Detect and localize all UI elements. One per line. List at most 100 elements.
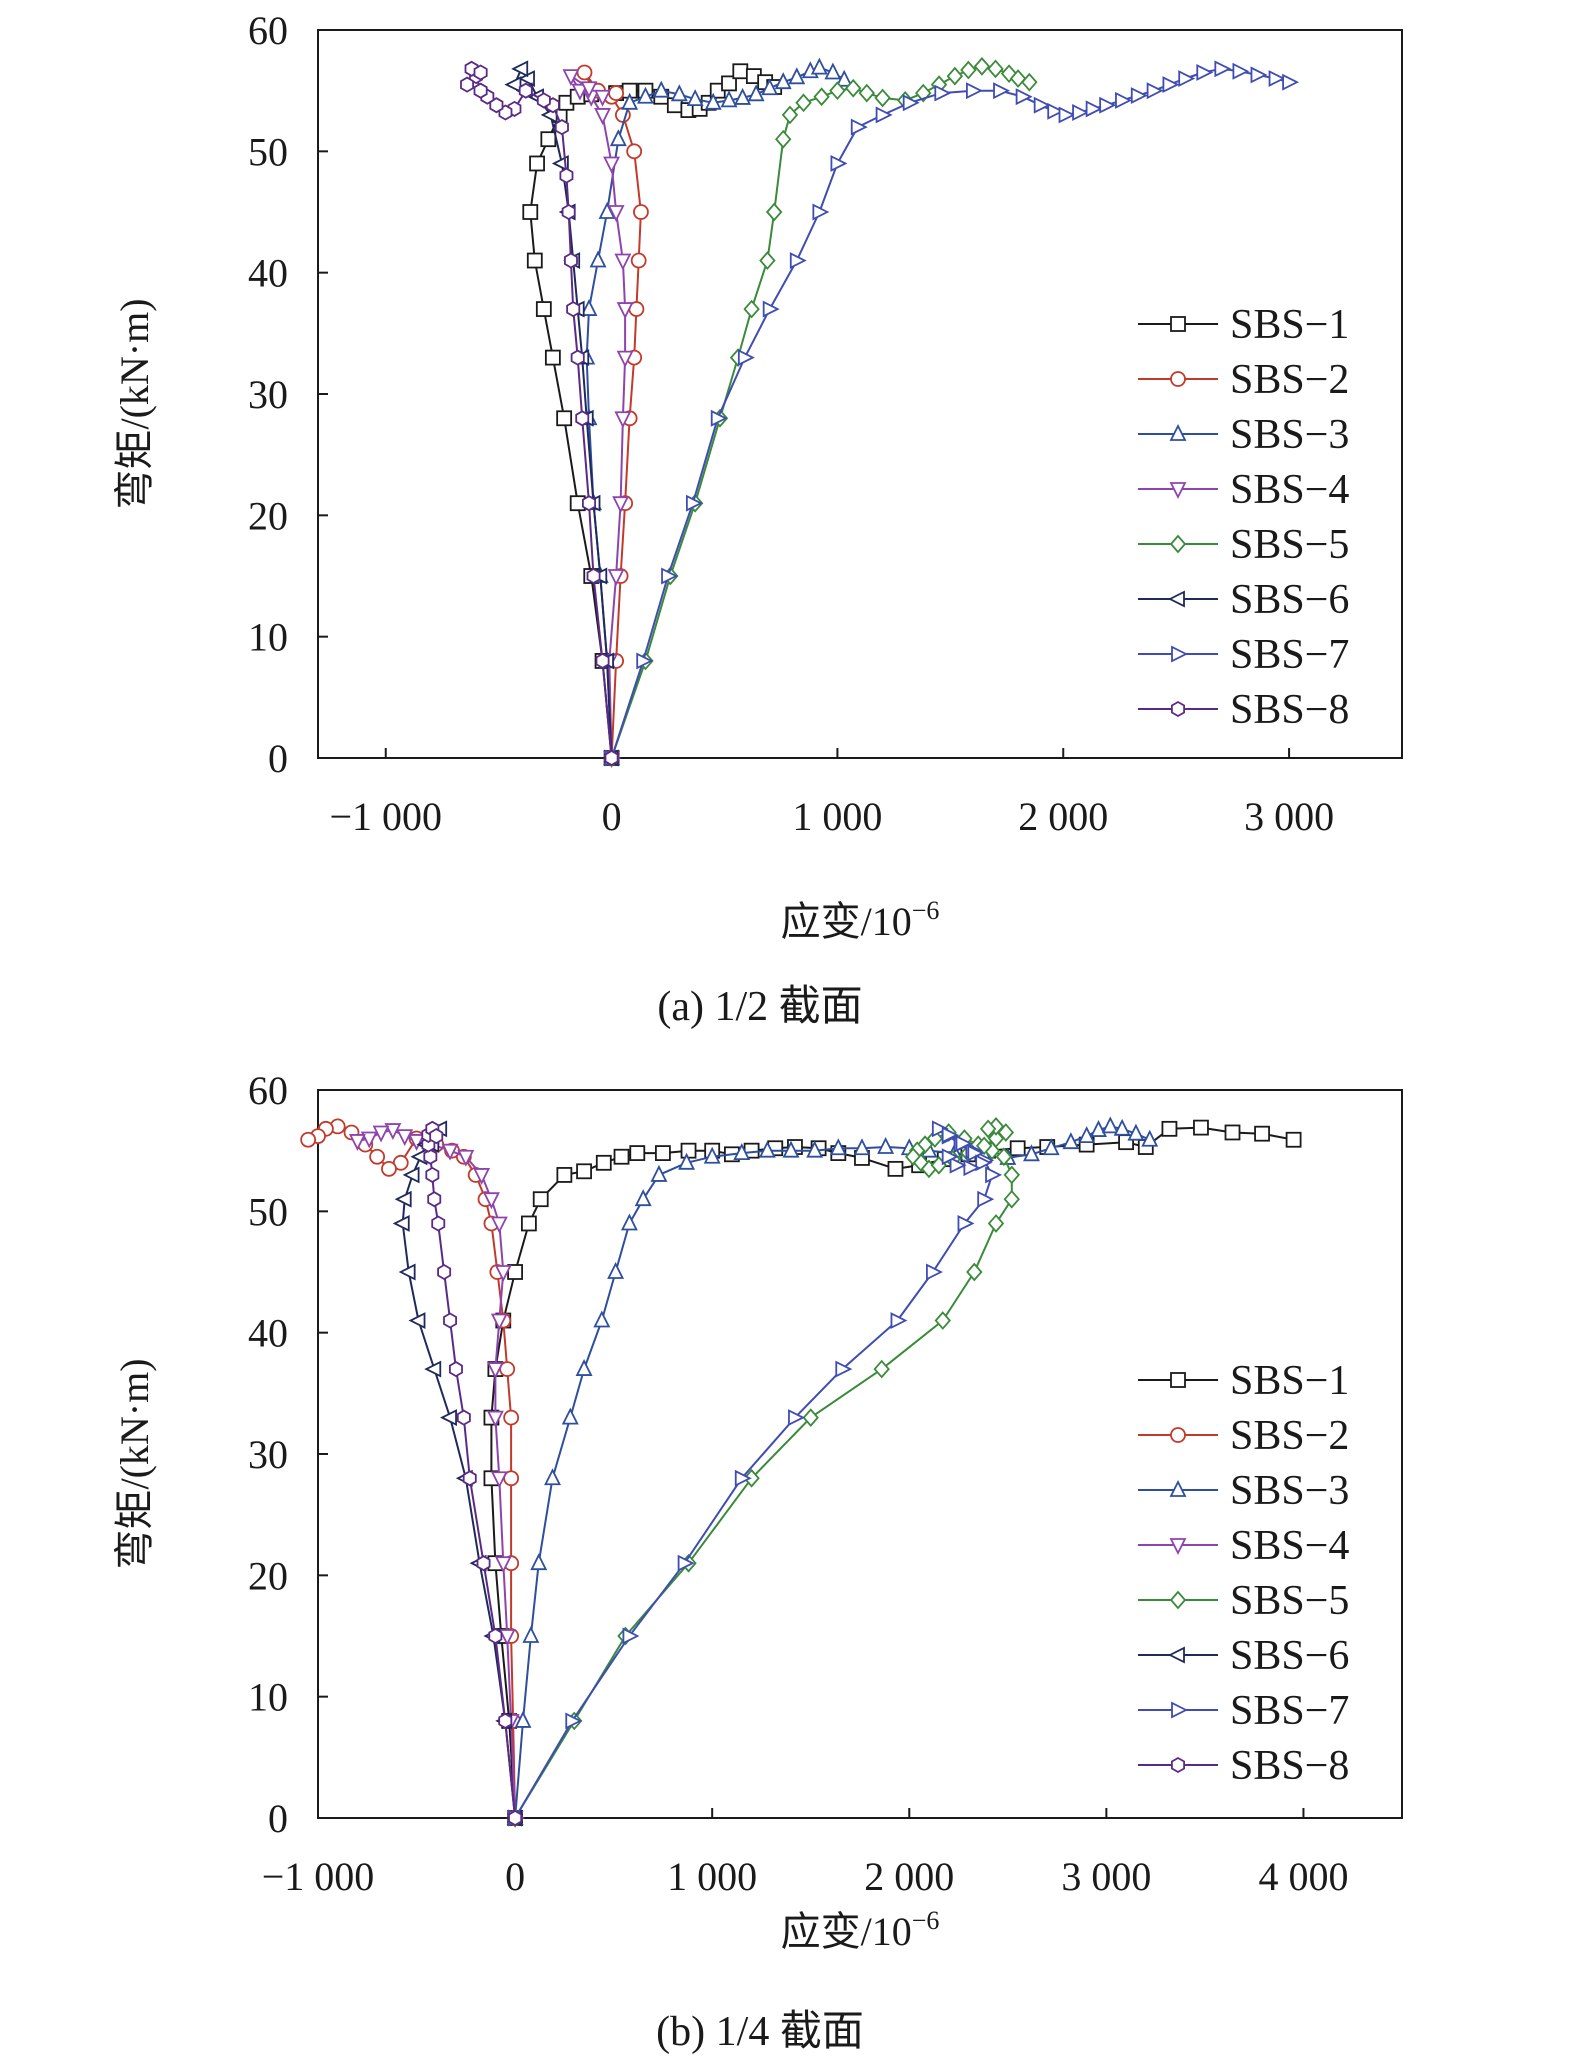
data-point bbox=[582, 495, 596, 512]
data-point bbox=[1127, 1123, 1145, 1141]
data-point bbox=[570, 349, 585, 366]
data-point bbox=[556, 1167, 573, 1183]
data-point bbox=[511, 60, 529, 78]
data-point bbox=[1023, 1144, 1040, 1162]
data-point bbox=[1009, 69, 1027, 88]
y-tick-label: 50 bbox=[248, 1189, 288, 1234]
data-point bbox=[1146, 82, 1164, 100]
x-tick-label: 0 bbox=[602, 794, 622, 839]
series-line bbox=[610, 65, 1030, 759]
data-point bbox=[556, 410, 573, 427]
data-point bbox=[775, 129, 792, 149]
data-point bbox=[874, 88, 891, 108]
data-point bbox=[934, 84, 952, 102]
data-point bbox=[813, 87, 830, 107]
data-point bbox=[402, 1166, 420, 1184]
data-point bbox=[441, 1143, 459, 1161]
data-point bbox=[835, 69, 853, 87]
legend-label: SBS−8 bbox=[1230, 687, 1349, 733]
chart-2: 0 10 20 30 40 50 60 −1 000 0 1 000 2 000 3 000 4 000… bbox=[112, 1068, 1403, 2055]
data-point bbox=[575, 410, 590, 427]
legend-label: SBS−4 bbox=[1230, 467, 1349, 513]
data-point bbox=[926, 1263, 943, 1281]
data-point bbox=[589, 250, 607, 268]
data-point bbox=[520, 1215, 537, 1232]
data-point bbox=[890, 1312, 908, 1329]
data-point bbox=[607, 205, 625, 223]
data-point bbox=[607, 569, 625, 587]
data-point bbox=[494, 1265, 512, 1283]
y-tick-label: 30 bbox=[248, 372, 288, 417]
data-point bbox=[1033, 96, 1051, 114]
data-point bbox=[1042, 1138, 1060, 1156]
legend-marker bbox=[1170, 1372, 1186, 1388]
data-point bbox=[381, 1160, 397, 1177]
chart-caption: (a) 1/2 截面 bbox=[657, 984, 862, 1030]
data-point bbox=[490, 1471, 508, 1489]
data-point bbox=[473, 64, 488, 81]
data-point bbox=[575, 1359, 593, 1376]
legend-label: SBS−2 bbox=[1230, 357, 1349, 403]
data-point bbox=[408, 1312, 426, 1329]
data-point bbox=[677, 1554, 695, 1572]
data-point bbox=[394, 1190, 412, 1208]
data-point bbox=[824, 62, 842, 80]
data-point bbox=[372, 1125, 390, 1143]
data-point bbox=[941, 1126, 959, 1144]
series-SBS−5 bbox=[506, 1117, 1020, 1828]
data-point bbox=[966, 1262, 983, 1282]
data-point bbox=[761, 78, 779, 96]
data-point bbox=[559, 167, 574, 184]
data-point bbox=[494, 1556, 512, 1574]
data-point bbox=[1214, 60, 1232, 78]
y-tick-label: 0 bbox=[268, 736, 288, 781]
series-SBS−4 bbox=[348, 1123, 524, 1829]
data-point bbox=[348, 1134, 366, 1151]
data-point bbox=[616, 350, 634, 368]
data-point bbox=[975, 1136, 993, 1156]
data-point bbox=[536, 92, 551, 109]
data-point bbox=[1009, 1140, 1026, 1157]
data-point bbox=[1224, 1124, 1241, 1141]
data-point bbox=[1282, 73, 1300, 91]
data-point bbox=[737, 349, 755, 367]
data-point bbox=[384, 1123, 402, 1141]
data-point bbox=[902, 94, 920, 112]
data-point bbox=[408, 1134, 426, 1151]
data-point bbox=[977, 1190, 995, 1208]
data-point bbox=[498, 1712, 513, 1729]
legend-label: SBS−3 bbox=[1230, 1468, 1349, 1514]
data-point bbox=[788, 67, 806, 85]
data-point bbox=[703, 1146, 721, 1164]
legend-marker bbox=[1170, 1427, 1186, 1443]
y-tick-label: 20 bbox=[248, 1553, 288, 1598]
y-tick-label: 60 bbox=[248, 8, 288, 53]
data-point bbox=[1115, 91, 1132, 109]
data-point bbox=[609, 129, 627, 147]
data-point bbox=[576, 64, 593, 81]
data-point bbox=[540, 131, 557, 148]
y-tick-label: 30 bbox=[248, 1432, 288, 1477]
series-line bbox=[610, 67, 1290, 759]
data-point bbox=[1250, 66, 1268, 84]
data-point bbox=[830, 155, 848, 172]
legend-label: SBS−8 bbox=[1230, 1743, 1349, 1789]
legend-marker bbox=[1169, 1590, 1187, 1610]
data-point bbox=[522, 1625, 540, 1643]
data-point bbox=[603, 156, 621, 174]
data-point bbox=[1072, 104, 1090, 121]
data-point bbox=[440, 1409, 457, 1427]
data-point bbox=[1196, 64, 1214, 81]
y-axis-label: 弯矩/(kN·m) bbox=[112, 1358, 157, 1569]
legend-marker bbox=[1167, 590, 1185, 608]
data-point bbox=[960, 60, 977, 80]
x-tick-label: 4 000 bbox=[1258, 1854, 1348, 1899]
y-tick-label: 40 bbox=[248, 1311, 288, 1356]
series-line bbox=[569, 75, 627, 759]
series-SBS−5 bbox=[603, 57, 1038, 768]
data-point bbox=[686, 89, 704, 107]
data-point bbox=[598, 201, 616, 219]
x-tick-label: 3 000 bbox=[1061, 1854, 1151, 1899]
legend-label: SBS−2 bbox=[1230, 1413, 1349, 1459]
data-point bbox=[1099, 96, 1117, 114]
